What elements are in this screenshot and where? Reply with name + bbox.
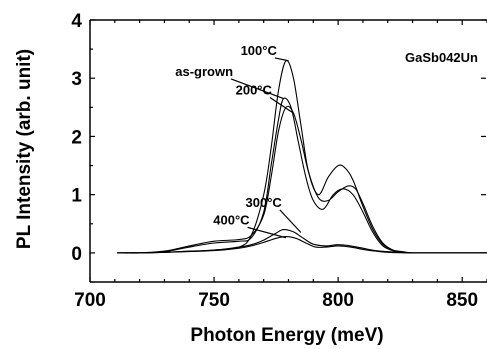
series-line-3 [117, 229, 487, 254]
y-tick-label: 0 [71, 244, 82, 265]
x-tick-label: 850 [446, 290, 478, 311]
y-tick-label: 3 [71, 69, 82, 90]
series-label-2: 200°C [236, 83, 273, 98]
series-lines [117, 59, 487, 254]
series-pointer-4 [247, 226, 287, 239]
x-tick-label: 800 [322, 290, 354, 311]
y-axis-title: PL Intensity (arb. unit) [14, 49, 35, 249]
series-pointer-0 [274, 57, 289, 62]
y-tick-label: 2 [71, 127, 82, 148]
y-tick-label: 1 [71, 186, 82, 207]
series-label-1: as-grown [175, 64, 233, 79]
series-label-0: 100°C [241, 43, 278, 58]
sample-annotation: GaSb042Un [405, 50, 478, 65]
series-label-3: 300°C [246, 195, 283, 210]
series-pointer-1 [230, 78, 284, 100]
x-axis-title: Photon Energy (meV) [190, 325, 383, 346]
series-line-2 [117, 105, 487, 254]
series-label-4: 400°C [213, 212, 250, 227]
axes: 0 1 2 3 4 700 750 800 850 [71, 11, 487, 311]
series-line-0 [117, 59, 487, 254]
x-tick-label: 750 [198, 290, 230, 311]
series-line-4 [117, 236, 487, 254]
x-tick-label: 700 [74, 290, 106, 311]
series-line-1 [117, 97, 487, 254]
y-tick-label: 4 [71, 11, 82, 32]
series-pointer-2 [269, 97, 294, 114]
series-pointer-3 [279, 209, 302, 233]
